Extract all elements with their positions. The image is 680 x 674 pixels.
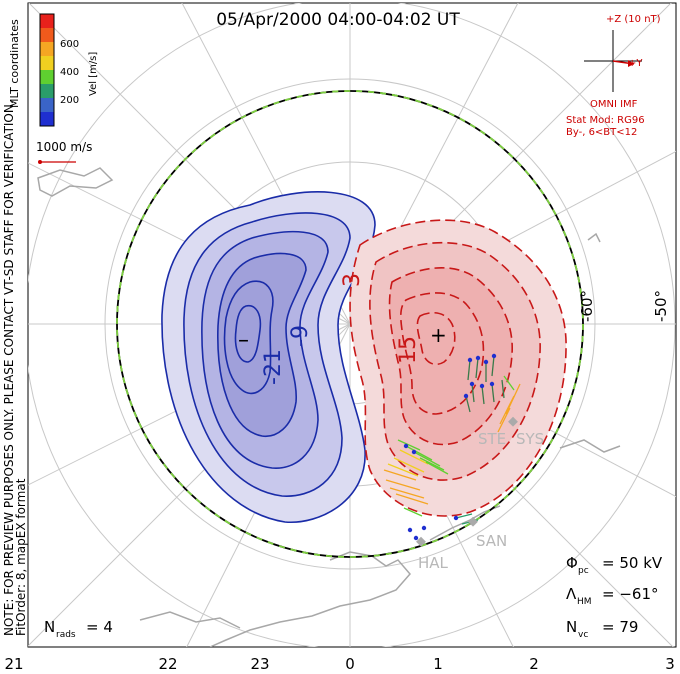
svg-text:Λ: Λ xyxy=(566,585,577,603)
contour-label-pos-3: 3 xyxy=(340,273,365,287)
colorbar-tick-600: 600 xyxy=(60,39,79,50)
stat-phi-pc: Φ pc = 50 kV xyxy=(566,554,663,576)
imf-z-label: +Z (10 nT) xyxy=(606,14,661,25)
station-label-sys: SYS xyxy=(516,430,544,448)
stat-n-vc: N vc = 79 xyxy=(566,618,638,640)
svg-text:= 79: = 79 xyxy=(602,618,638,636)
contour-label-pos-15: 15 xyxy=(396,336,421,364)
svg-text:Φ: Φ xyxy=(566,554,578,572)
potential-min-symbol: – xyxy=(238,328,249,353)
velocity-vectors xyxy=(383,355,521,525)
station-label-hal: HAL xyxy=(418,554,449,572)
mlt-label-23: 23 xyxy=(250,655,269,673)
svg-text:= −61°: = −61° xyxy=(602,585,659,603)
svg-text:N: N xyxy=(566,618,577,636)
imf-bin: By-, 6<BT<12 xyxy=(566,127,637,138)
mlt-label-22: 22 xyxy=(158,655,177,673)
map-title: 05/Apr/2000 04:00-04:02 UT xyxy=(216,10,460,30)
imf-source: OMNI IMF xyxy=(590,99,638,110)
mlt-label-2: 2 xyxy=(529,655,539,673)
svg-text:N: N xyxy=(44,618,55,636)
mlt-label-1: 1 xyxy=(433,655,443,673)
svg-text:= 4: = 4 xyxy=(86,618,113,636)
fit-order-note: FitOrder: 8, mapEX format xyxy=(14,478,28,636)
imf-model: Stat Mod: RG96 xyxy=(566,115,645,126)
svg-text:pc: pc xyxy=(578,566,589,576)
stat-lambda-hm: Λ HM = −61° xyxy=(566,585,659,607)
station-label-ste: STE xyxy=(478,430,506,448)
coords-label: MLT coordinates xyxy=(8,19,21,108)
imf-arrow-head xyxy=(628,60,634,67)
positive-cell xyxy=(349,219,567,517)
svg-text:HM: HM xyxy=(577,597,592,607)
coastlines xyxy=(37,167,621,647)
mlt-label-21: 21 xyxy=(4,655,23,673)
svg-text:vc: vc xyxy=(578,630,588,640)
svg-text:rads: rads xyxy=(56,630,76,640)
lat-label-50: -50° xyxy=(652,290,670,322)
contour-label-neg-9: -9 xyxy=(288,325,313,347)
mlt-label-0: 0 xyxy=(345,655,355,673)
lat-label-60: -60° xyxy=(578,290,596,322)
colorbar-tick-200: 200 xyxy=(60,95,79,106)
mlt-label-3: 3 xyxy=(665,655,675,673)
imf-y-label: +Y xyxy=(628,58,643,69)
svg-text:= 50 kV: = 50 kV xyxy=(602,554,663,572)
vector-origins xyxy=(403,353,497,541)
scale-vector-label: 1000 m/s xyxy=(36,140,92,154)
verification-note: NOTE: FOR PREVIEW PURPOSES ONLY. PLEASE … xyxy=(2,100,16,636)
negative-cell xyxy=(161,191,376,523)
velocity-colorbar xyxy=(39,13,55,127)
potential-max-symbol: + xyxy=(430,323,447,347)
stat-n-rads: N rads = 4 xyxy=(44,618,113,640)
colorbar-label: Vel [m/s] xyxy=(88,52,99,96)
mlt-axis: 21 22 23 0 1 2 3 xyxy=(4,655,674,673)
colorbar-tick-400: 400 xyxy=(60,67,79,78)
station-label-san: SAN xyxy=(476,532,507,550)
hm-boundary-dash xyxy=(116,90,584,558)
contour-label-neg-21: -21 xyxy=(261,349,286,385)
